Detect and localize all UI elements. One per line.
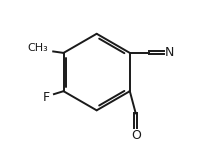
Text: CH₃: CH₃ bbox=[27, 44, 48, 54]
Text: O: O bbox=[131, 129, 141, 142]
Text: N: N bbox=[164, 46, 174, 59]
Text: F: F bbox=[42, 91, 50, 104]
